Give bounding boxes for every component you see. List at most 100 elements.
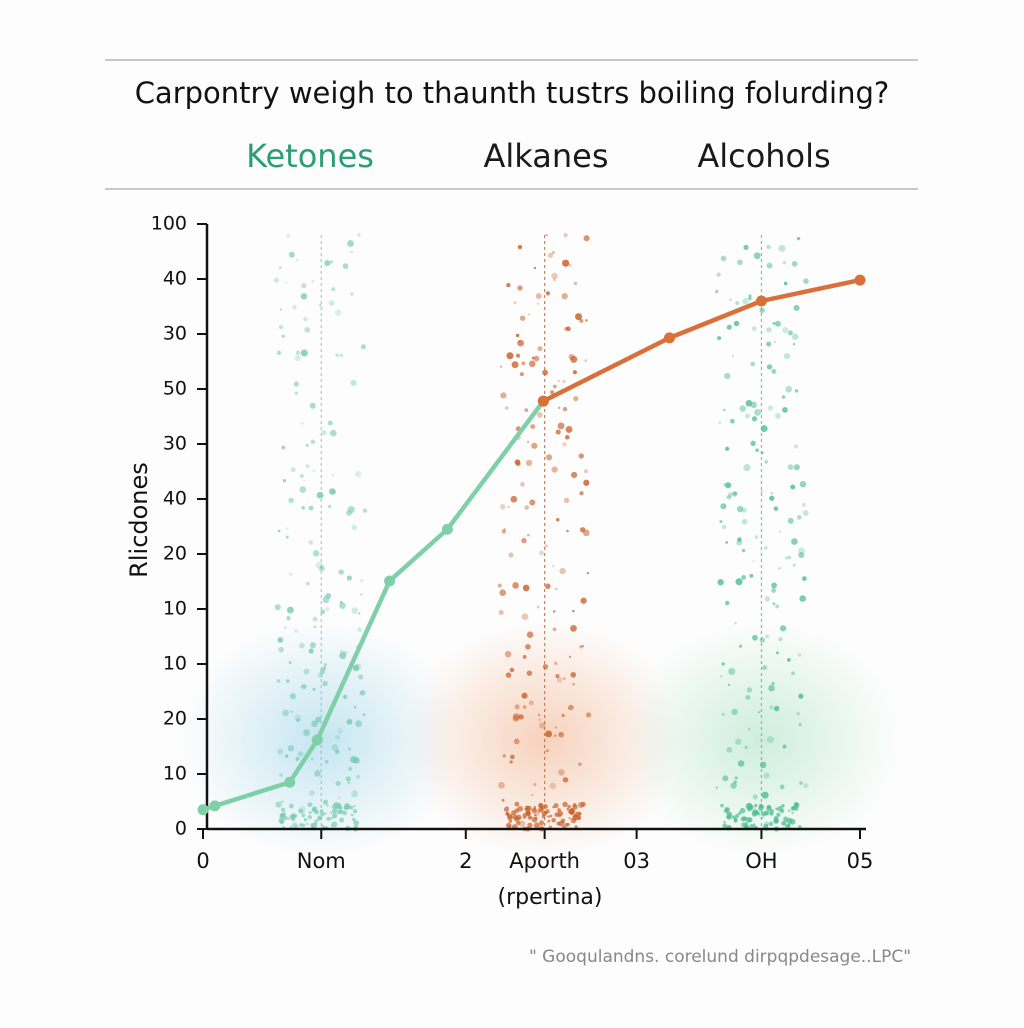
cloud-dot: [771, 681, 775, 686]
cloud-dot: [567, 804, 571, 809]
cloud-dot: [331, 821, 338, 828]
cloud-dot: [726, 494, 732, 500]
cloud-dot: [741, 575, 747, 580]
cloud-dot: [309, 642, 316, 649]
cloud-dot: [276, 350, 282, 355]
cloud-dot: [766, 262, 773, 269]
cloud-dot: [731, 354, 735, 357]
cloud-dot: [514, 704, 520, 710]
cloud-dot: [500, 504, 506, 510]
cloud-dot: [328, 505, 331, 508]
cloud-dot: [330, 429, 337, 437]
cloud-dot: [541, 814, 546, 819]
cloud-dot: [347, 781, 351, 785]
cloud-dot: [743, 464, 751, 472]
cloud-dot: [281, 812, 287, 817]
cloud-dot: [286, 233, 291, 238]
cloud-dot: [497, 583, 502, 588]
cloud-dot: [798, 693, 804, 699]
cloud-dot: [527, 815, 533, 820]
cloud-dot: [333, 803, 337, 806]
cloud-dot: [752, 634, 758, 641]
cloud-dot: [351, 607, 359, 615]
cloud-dot: [510, 754, 515, 760]
cloud-dot: [732, 491, 737, 496]
cloud-dot: [542, 369, 549, 376]
cloud-dot: [563, 497, 570, 504]
cloud-dot: [547, 252, 553, 258]
cloud-dot: [803, 783, 809, 789]
cloud-dot: [781, 803, 785, 808]
cloud-dot: [310, 757, 314, 761]
cloud-dot: [737, 811, 742, 815]
cloud-dot: [574, 825, 578, 829]
cloud-dot: [792, 343, 796, 346]
cloud-dot: [739, 807, 746, 814]
cloud-dot: [572, 683, 575, 686]
cloud-dot: [789, 818, 796, 825]
cloud-dot: [331, 287, 336, 292]
cloud-dot: [747, 817, 753, 823]
cloud-dot: [349, 805, 354, 810]
cloud-dot: [575, 313, 583, 321]
line-point: [755, 295, 767, 307]
cloud-dot: [312, 550, 320, 557]
cloud-dot: [766, 736, 775, 744]
cloud-dot: [517, 339, 524, 347]
cloud-dot: [794, 803, 799, 808]
cloud-dot: [791, 806, 796, 810]
cloud-dot: [545, 730, 553, 738]
cloud-dot: [758, 806, 764, 812]
cloud-dot: [782, 744, 787, 749]
cloud-dot: [285, 535, 289, 539]
y-tick-label: 100: [151, 213, 187, 235]
cloud-dot: [362, 713, 366, 717]
cloud-dot: [557, 379, 560, 383]
cloud-dot: [347, 240, 354, 247]
cloud-dot: [315, 716, 322, 723]
cloud-dot: [571, 471, 578, 479]
cloud-dot: [801, 502, 806, 507]
cloud-dot: [733, 320, 740, 327]
cloud-dot: [517, 285, 523, 291]
cloud-dot: [286, 615, 291, 621]
cloud-dot: [350, 292, 354, 296]
cloud-dot: [721, 662, 725, 666]
cloud-dot: [562, 801, 568, 807]
chart-title: Carpontry weigh to thaunth tustrs boilin…: [135, 76, 890, 110]
cloud-dot: [581, 645, 584, 648]
cloud-dot: [330, 816, 334, 820]
cloud-dot: [318, 565, 325, 572]
cloud-dot: [290, 467, 296, 473]
cloud-dot: [566, 807, 570, 811]
cloud-dot: [721, 712, 725, 716]
cloud-dot: [286, 606, 294, 614]
cloud-dot: [563, 233, 568, 238]
cloud-dot: [312, 616, 318, 622]
cloud-dot: [579, 491, 584, 496]
cloud-dot: [530, 424, 536, 430]
y-axis-title: Rlicdones: [125, 462, 153, 578]
cloud-dot: [517, 806, 523, 812]
cloud-dot: [348, 767, 353, 771]
cloud-dot: [562, 379, 566, 384]
cloud-dot: [514, 801, 520, 807]
cloud-dot: [737, 537, 742, 542]
cloud-dot: [766, 805, 772, 812]
cloud-dot: [573, 396, 579, 402]
cloud-dot: [555, 674, 560, 679]
cloud-dot: [508, 824, 512, 828]
cloud-dot: [803, 278, 809, 284]
cloud-dot: [329, 260, 334, 264]
cloud-dot: [339, 353, 344, 358]
cloud-dot: [725, 807, 730, 812]
cloud-dot: [787, 555, 791, 560]
x-tick-label: Aporth: [509, 849, 580, 873]
cloud-dot: [744, 822, 749, 826]
cloud-dot: [335, 749, 340, 755]
cloud-dot: [359, 592, 363, 596]
cloud-dot: [733, 780, 737, 784]
cloud-dot: [300, 349, 308, 357]
cloud-dot: [787, 464, 794, 470]
cloud-dot: [720, 803, 724, 808]
